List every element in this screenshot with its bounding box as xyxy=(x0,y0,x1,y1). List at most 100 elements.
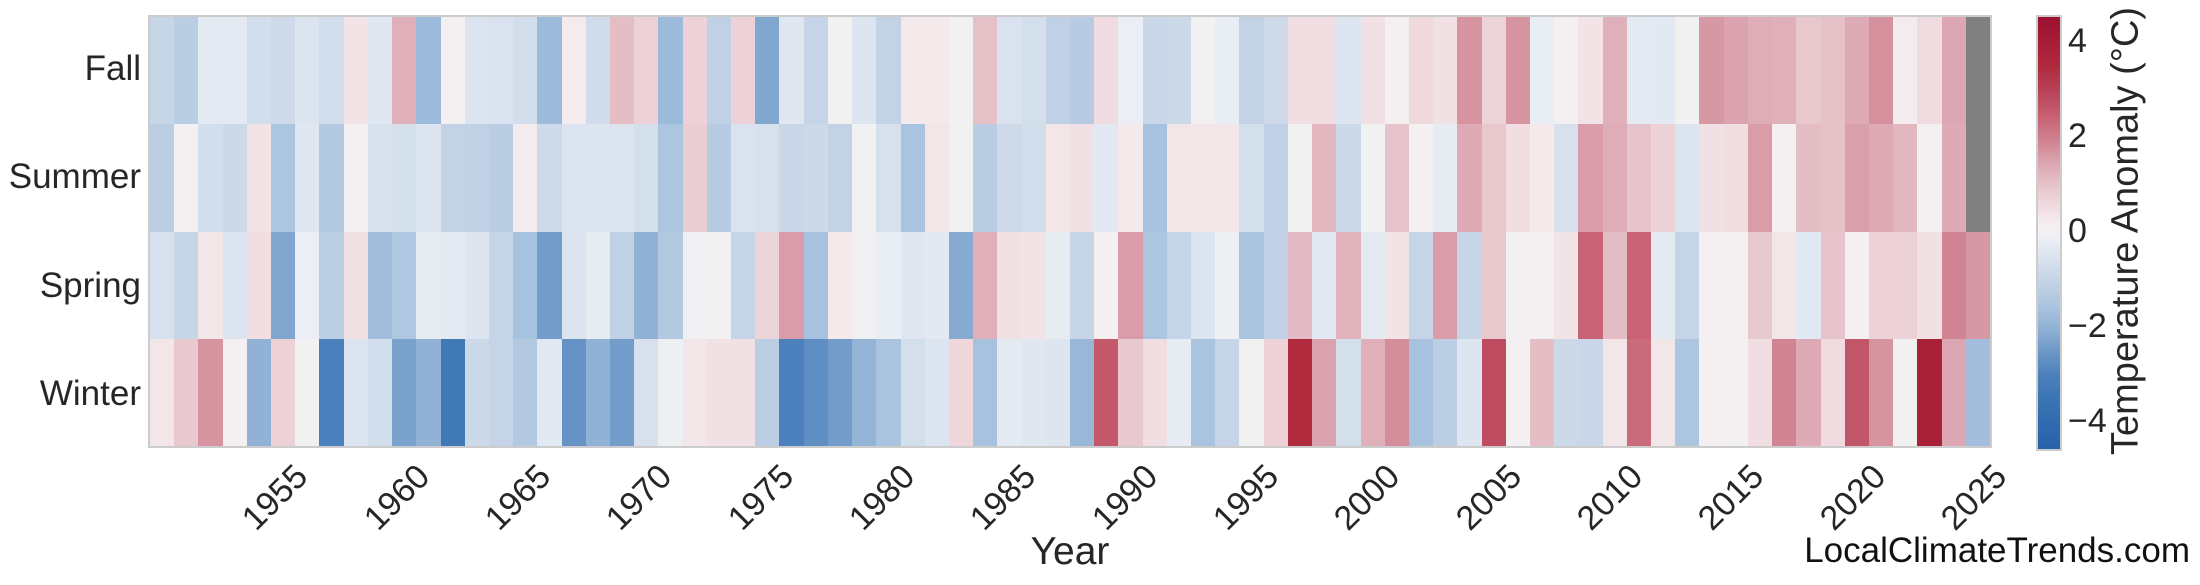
heatmap-cell xyxy=(876,17,901,125)
heatmap-cell xyxy=(1796,124,1821,232)
heatmap-cell xyxy=(706,338,732,446)
heatmap-cell xyxy=(1384,17,1409,125)
heatmap-cell xyxy=(827,124,853,232)
heatmap-cell xyxy=(1505,124,1530,232)
heatmap-cell xyxy=(319,338,344,446)
heatmap-cell xyxy=(416,124,441,232)
heatmap-cell xyxy=(1045,124,1070,232)
heatmap-cell xyxy=(1263,17,1288,125)
heatmap-cell xyxy=(585,231,610,339)
heatmap-cell xyxy=(706,124,732,232)
heatmap-cell xyxy=(1408,231,1434,339)
heatmap-cell xyxy=(1481,338,1506,446)
heatmap-cell xyxy=(1118,231,1143,339)
heatmap-cell xyxy=(585,124,610,232)
heatmap-cell xyxy=(1868,17,1894,125)
heatmap-cell xyxy=(537,17,562,125)
heatmap-cell xyxy=(561,124,586,232)
heatmap-cell xyxy=(440,124,465,232)
heatmap-cell xyxy=(1094,17,1119,125)
heatmap-cell xyxy=(513,231,538,339)
heatmap-cell xyxy=(392,338,417,446)
heatmap-cell xyxy=(827,231,853,339)
heatmap-cell xyxy=(1529,338,1555,446)
heatmap-cell xyxy=(803,338,828,446)
heatmap-cell xyxy=(1529,231,1555,339)
heatmap-cell xyxy=(1651,231,1676,339)
heatmap-cell xyxy=(682,124,707,232)
heatmap-cell xyxy=(997,338,1022,446)
heatmap-cell xyxy=(1045,338,1070,446)
heatmap-cell xyxy=(1263,231,1288,339)
heatmap-cell xyxy=(1360,17,1385,125)
heatmap-cell xyxy=(1384,231,1409,339)
heatmap-cell xyxy=(1408,338,1434,446)
heatmap-cell xyxy=(1675,338,1700,446)
colorbar-tick-label: −4 xyxy=(2068,401,2107,440)
heatmap-cell xyxy=(246,17,272,125)
heatmap-cell xyxy=(537,338,562,446)
x-tick-label-2025: 2025 xyxy=(1933,457,2015,538)
heatmap-cell xyxy=(1917,124,1942,232)
heatmap-cell xyxy=(1021,338,1046,446)
heatmap-cell xyxy=(1433,124,1458,232)
colorbar-tick-label: 4 xyxy=(2068,22,2087,61)
heatmap-cell xyxy=(900,17,925,125)
heatmap-cell xyxy=(367,231,393,339)
heatmap-cell xyxy=(1941,17,1966,125)
heatmap-cell xyxy=(1166,17,1192,125)
heatmap-cell xyxy=(1868,231,1894,339)
heatmap-cell xyxy=(852,124,877,232)
heatmap xyxy=(148,15,1992,448)
heatmap-cell xyxy=(1941,124,1966,232)
heatmap-cell xyxy=(513,17,538,125)
heatmap-cell xyxy=(658,231,683,339)
heatmap-cell xyxy=(1191,17,1216,125)
heatmap-cell xyxy=(271,231,296,339)
heatmap-cell xyxy=(1699,231,1724,339)
heatmap-cell xyxy=(1191,124,1216,232)
heatmap-cell xyxy=(682,17,707,125)
heatmap-cell xyxy=(1602,231,1627,339)
heatmap-cell xyxy=(658,338,683,446)
heatmap-cell xyxy=(1021,124,1046,232)
heatmap-cell xyxy=(1675,17,1700,125)
heatmap-cell xyxy=(488,124,514,232)
heatmap-cell xyxy=(1917,17,1942,125)
heatmap-cell xyxy=(295,338,320,446)
row-label-spring: Spring xyxy=(39,265,141,305)
colorbar-tick-label: 0 xyxy=(2068,212,2087,250)
heatmap-cell xyxy=(1893,17,1918,125)
heatmap-cell xyxy=(1529,124,1555,232)
heatmap-cell xyxy=(997,124,1022,232)
heatmap-cell xyxy=(1965,17,1990,125)
heatmap-cell xyxy=(1263,338,1288,446)
heatmap-cell xyxy=(1747,231,1773,339)
heatmap-cell xyxy=(1699,124,1724,232)
heatmap-cell xyxy=(416,17,441,125)
heatmap-cell xyxy=(1820,231,1845,339)
heatmap-cell xyxy=(706,231,732,339)
heatmap-cell xyxy=(609,17,635,125)
heatmap-cell xyxy=(513,338,538,446)
heatmap-cell xyxy=(876,338,901,446)
heatmap-cell xyxy=(367,17,393,125)
heatmap-cell xyxy=(1215,338,1240,446)
heatmap-cell xyxy=(1287,231,1313,339)
heatmap-cell xyxy=(174,338,199,446)
x-tick-label-1990: 1990 xyxy=(1084,457,1165,538)
heatmap-cell xyxy=(924,17,949,125)
heatmap-cell xyxy=(392,124,417,232)
heatmap-cell xyxy=(1384,338,1409,446)
heatmap-cell xyxy=(1844,231,1869,339)
heatmap-cell xyxy=(1820,124,1845,232)
row-label-winter: Winter xyxy=(39,373,141,413)
heatmap-cell xyxy=(271,17,296,125)
x-tick-label-1955: 1955 xyxy=(235,457,316,538)
watermark-text: LocalClimateTrends.com xyxy=(1804,531,2190,570)
row-label-fall: Fall xyxy=(84,49,141,89)
heatmap-cell xyxy=(1481,17,1506,125)
x-tick-label-1960: 1960 xyxy=(356,457,437,538)
heatmap-cell xyxy=(1457,338,1482,446)
